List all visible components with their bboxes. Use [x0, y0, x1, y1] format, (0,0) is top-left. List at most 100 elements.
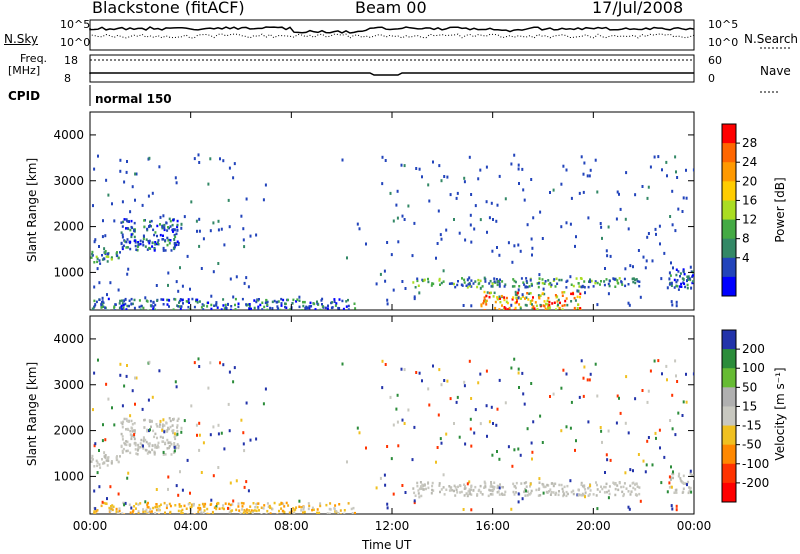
data-cell [512, 278, 515, 281]
data-cell [436, 446, 439, 449]
data-cell [136, 249, 139, 252]
data-cell [683, 282, 686, 285]
data-cell [121, 246, 124, 249]
data-cell [347, 298, 349, 302]
colorbar-tick-label: 100 [742, 361, 765, 375]
data-cell [668, 277, 671, 281]
data-cell [107, 397, 110, 401]
data-cell [661, 168, 663, 172]
data-cell [583, 365, 586, 369]
data-cell [682, 474, 685, 478]
data-cell [587, 420, 590, 424]
data-cell [584, 491, 587, 494]
data-cell [203, 509, 206, 512]
data-cell [126, 476, 129, 480]
data-cell [106, 456, 109, 460]
data-cell [327, 304, 329, 307]
data-cell [180, 226, 183, 230]
data-cell [228, 225, 231, 229]
data-cell [517, 447, 520, 451]
data-cell [198, 300, 201, 303]
data-cell [676, 279, 679, 282]
data-cell [588, 378, 591, 382]
data-cell [427, 183, 430, 187]
data-cell [319, 502, 322, 505]
data-cell [302, 304, 305, 308]
data-cell [463, 494, 466, 497]
data-cell [180, 426, 183, 430]
data-cell [679, 275, 681, 278]
data-cell [196, 298, 199, 302]
data-cell [647, 389, 650, 393]
data-cell [580, 481, 583, 485]
data-cell [557, 303, 559, 306]
data-cell [356, 426, 359, 430]
data-cell [517, 492, 520, 496]
data-cell [217, 466, 220, 469]
data-cell [528, 292, 531, 295]
data-cell [517, 500, 520, 504]
data-cell [440, 441, 443, 445]
data-cell [197, 510, 200, 513]
data-cell [133, 306, 136, 310]
data-cell [554, 285, 557, 288]
data-cell [535, 304, 538, 308]
data-cell [655, 436, 657, 440]
data-cell [456, 191, 459, 195]
data-cell [134, 441, 137, 445]
data-cell [682, 269, 685, 273]
data-cell [624, 267, 627, 271]
data-cell [94, 303, 97, 307]
data-cell [103, 501, 106, 505]
data-cell [158, 505, 161, 508]
data-cell [524, 487, 527, 491]
data-cell [530, 178, 533, 181]
data-cell [283, 505, 286, 508]
data-cell [470, 240, 473, 244]
data-cell [677, 270, 680, 273]
data-cell [384, 363, 387, 366]
data-cell [672, 266, 674, 270]
data-cell [163, 226, 166, 230]
data-cell [168, 417, 171, 420]
data-cell [484, 280, 487, 283]
data-cell [514, 306, 517, 310]
data-cell [347, 308, 350, 310]
data-cell [578, 489, 580, 492]
data-cell [668, 481, 671, 485]
data-cell [629, 468, 632, 472]
data-cell [576, 289, 579, 293]
data-cell [139, 442, 142, 445]
data-cell [144, 245, 147, 248]
data-cell [117, 256, 120, 260]
data-cell [358, 227, 361, 231]
data-cell [684, 285, 687, 289]
data-cell [125, 440, 128, 443]
nsearch-trace [89, 33, 695, 39]
data-cell [562, 493, 565, 496]
data-cell [594, 280, 597, 283]
data-cell [104, 250, 107, 253]
data-cell [616, 394, 619, 398]
data-cell [123, 417, 126, 421]
data-cell [144, 510, 147, 513]
data-cell [623, 482, 626, 485]
data-cell [506, 301, 509, 305]
x-tick-label: 12:00 [375, 519, 410, 533]
data-cell [338, 298, 341, 301]
data-cell [343, 512, 346, 514]
data-cell [131, 185, 134, 189]
colorbar-swatch [722, 238, 736, 259]
data-cell [314, 308, 317, 310]
data-cell [116, 455, 118, 458]
data-cell [93, 465, 96, 468]
data-cell [321, 303, 323, 306]
data-cell [113, 309, 116, 310]
data-cell [298, 499, 301, 503]
data-cell [517, 296, 520, 300]
data-cell [177, 417, 180, 421]
data-cell [577, 282, 580, 285]
data-cell [285, 501, 288, 505]
data-cell [320, 299, 323, 302]
